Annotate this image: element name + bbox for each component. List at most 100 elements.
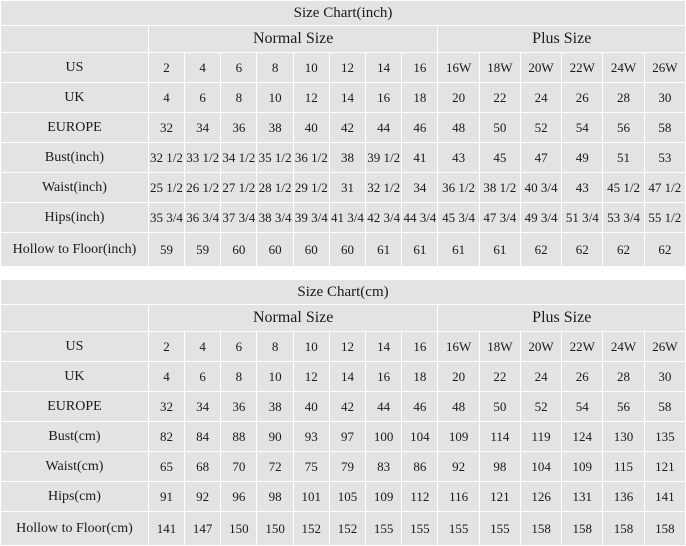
size-chart-cm-table: Size Chart(cm) Normal Size Plus Size US … xyxy=(0,279,686,546)
row-label: Hollow to Floor(inch) xyxy=(0,232,149,267)
cell: 45 1/2 xyxy=(602,172,645,203)
cell: 36 xyxy=(220,391,258,422)
cell: 20 xyxy=(437,82,480,113)
cell: 16 xyxy=(401,331,439,362)
cell: 116 xyxy=(437,481,480,512)
cell: 40 xyxy=(292,391,330,422)
cell: 47 xyxy=(519,142,563,173)
cell: 8 xyxy=(256,52,294,83)
cell: 109 xyxy=(561,451,604,482)
chart-title: Size Chart(cm) xyxy=(0,279,686,305)
cell: 83 xyxy=(365,451,403,482)
size-chart-inch-table: Size Chart(inch) Normal Size Plus Size U… xyxy=(0,0,686,267)
cell: 135 xyxy=(643,421,686,452)
cell: 2 xyxy=(147,52,186,83)
row-label: Bust(cm) xyxy=(0,421,149,452)
table-row: Hips(inch) 35 3/4 36 3/4 37 3/4 38 3/4 3… xyxy=(0,202,686,233)
cell: 60 xyxy=(256,232,294,267)
cell: 101 xyxy=(292,481,330,512)
cell: 16 xyxy=(401,52,439,83)
table-row: UK 4 6 8 10 12 14 16 18 20 22 24 26 28 3… xyxy=(0,82,686,113)
cell: 158 xyxy=(519,511,563,546)
cell: 92 xyxy=(437,451,480,482)
table-row: Hips(cm) 91 92 96 98 101 105 109 112 116… xyxy=(0,481,686,512)
cell: 8 xyxy=(256,331,294,362)
table-row: Waist(cm) 65 68 70 72 75 79 83 86 92 98 … xyxy=(0,451,686,482)
row-label: EUROPE xyxy=(0,112,149,143)
cell: 41 xyxy=(401,142,439,173)
cell: 30 xyxy=(643,361,686,392)
cell: 32 1/2 xyxy=(147,142,186,173)
cell: 38 1/2 xyxy=(478,172,521,203)
cell: 62 xyxy=(561,232,604,267)
cell: 50 xyxy=(478,391,521,422)
cell: 155 xyxy=(401,511,439,546)
cell: 28 xyxy=(602,361,645,392)
cell: 43 xyxy=(437,142,480,173)
cell: 34 1/2 xyxy=(220,142,258,173)
cell: 31 xyxy=(328,172,367,203)
cell: 8 xyxy=(220,361,258,392)
cell: 14 xyxy=(328,82,367,113)
cell: 42 xyxy=(328,112,367,143)
cell: 18W xyxy=(478,52,521,83)
cell: 46 xyxy=(401,112,439,143)
cell: 150 xyxy=(220,511,258,546)
cell: 96 xyxy=(220,481,258,512)
cell: 4 xyxy=(184,52,222,83)
cell: 65 xyxy=(147,451,186,482)
corner-cell xyxy=(0,25,149,53)
cell: 52 xyxy=(519,112,563,143)
cell: 86 xyxy=(401,451,439,482)
cell: 29 1/2 xyxy=(292,172,330,203)
cell: 16 xyxy=(365,82,403,113)
cell: 18W xyxy=(478,331,521,362)
cell: 38 xyxy=(256,112,294,143)
cell: 38 xyxy=(328,142,367,173)
cell: 53 xyxy=(643,142,686,173)
cell: 27 1/2 xyxy=(220,172,258,203)
cell: 60 xyxy=(220,232,258,267)
cell: 109 xyxy=(437,421,480,452)
cell: 155 xyxy=(365,511,403,546)
cell: 121 xyxy=(643,451,686,482)
cell: 24 xyxy=(519,82,563,113)
cell: 50 xyxy=(478,112,521,143)
cell: 82 xyxy=(147,421,186,452)
table-row: EUROPE 32 34 36 38 40 42 44 46 48 50 52 … xyxy=(0,112,686,143)
group-header-plus-size: Plus Size xyxy=(437,25,686,53)
cell: 34 xyxy=(184,391,222,422)
cell: 44 3/4 xyxy=(401,202,439,233)
cell: 47 3/4 xyxy=(478,202,521,233)
cell: 121 xyxy=(478,481,521,512)
cell: 93 xyxy=(292,421,330,452)
cell: 46 xyxy=(401,391,439,422)
cell: 84 xyxy=(184,421,222,452)
cell: 131 xyxy=(561,481,604,512)
cell: 41 3/4 xyxy=(328,202,367,233)
cell: 18 xyxy=(401,82,439,113)
cell: 56 xyxy=(602,391,645,422)
row-label: Bust(inch) xyxy=(0,142,149,173)
cell: 36 xyxy=(220,112,258,143)
cell: 115 xyxy=(602,451,645,482)
cell: 104 xyxy=(519,451,563,482)
cell: 22W xyxy=(561,331,604,362)
cell: 130 xyxy=(602,421,645,452)
table-row: Bust(inch) 32 1/2 33 1/2 34 1/2 35 1/2 3… xyxy=(0,142,686,173)
group-header-row: Normal Size Plus Size xyxy=(0,304,686,332)
cell: 88 xyxy=(220,421,258,452)
cell: 44 xyxy=(365,112,403,143)
cell: 22W xyxy=(561,52,604,83)
cell: 60 xyxy=(292,232,330,267)
cell: 104 xyxy=(401,421,439,452)
cell: 158 xyxy=(561,511,604,546)
cell: 61 xyxy=(401,232,439,267)
cell: 62 xyxy=(643,232,686,267)
cell: 97 xyxy=(328,421,367,452)
cell: 10 xyxy=(256,361,294,392)
cell: 14 xyxy=(365,331,403,362)
cell: 48 xyxy=(437,112,480,143)
cell: 55 1/2 xyxy=(643,202,686,233)
group-header-normal-size: Normal Size xyxy=(147,304,439,332)
